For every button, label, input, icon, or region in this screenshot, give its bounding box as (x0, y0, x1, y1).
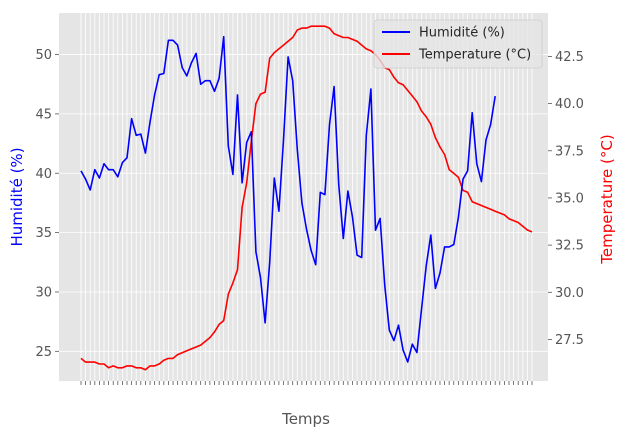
legend-box (373, 19, 543, 69)
grid (59, 13, 548, 381)
x-axis-title: Temps (281, 410, 330, 428)
series-line-humidity (80, 35, 496, 363)
y-ticks-right: 27.5 30.0 32.5 35.0 37.5 40.0 42.5 (548, 50, 584, 348)
y-right-tick-label: 37.5 (555, 144, 584, 159)
x-ticks (80, 381, 533, 385)
y-right-tick-label: 40.0 (555, 97, 584, 112)
y-right-tick-label: 32.5 (555, 239, 584, 254)
y-right-tick-label: 35.0 (555, 191, 584, 206)
y-right-tick-label: 30.0 (555, 286, 584, 301)
y-left-tick-label: 45 (35, 107, 52, 122)
series-lines (80, 25, 533, 371)
y-axis-right-title: Temperature (°C) (598, 134, 616, 264)
y-axis-left-title: Humidité (%) (8, 147, 26, 246)
series-line-temperature (80, 25, 533, 371)
legend-label-humidity: Humidité (%) (419, 26, 505, 41)
y-right-tick-label: 27.5 (555, 333, 584, 348)
y-left-tick-label: 30 (35, 285, 52, 300)
y-left-tick-label: 40 (35, 167, 52, 182)
y-ticks-left: 25 30 35 40 45 50 (35, 48, 59, 360)
y-left-tick-label: 50 (35, 48, 52, 63)
y-left-tick-label: 35 (35, 226, 52, 241)
y-left-tick-label: 25 (35, 345, 52, 360)
legend-label-temperature: Temperature (°C) (418, 48, 531, 63)
y-right-tick-label: 42.5 (555, 50, 584, 65)
legend: Humidité (%) Temperature (°C) (373, 19, 543, 69)
